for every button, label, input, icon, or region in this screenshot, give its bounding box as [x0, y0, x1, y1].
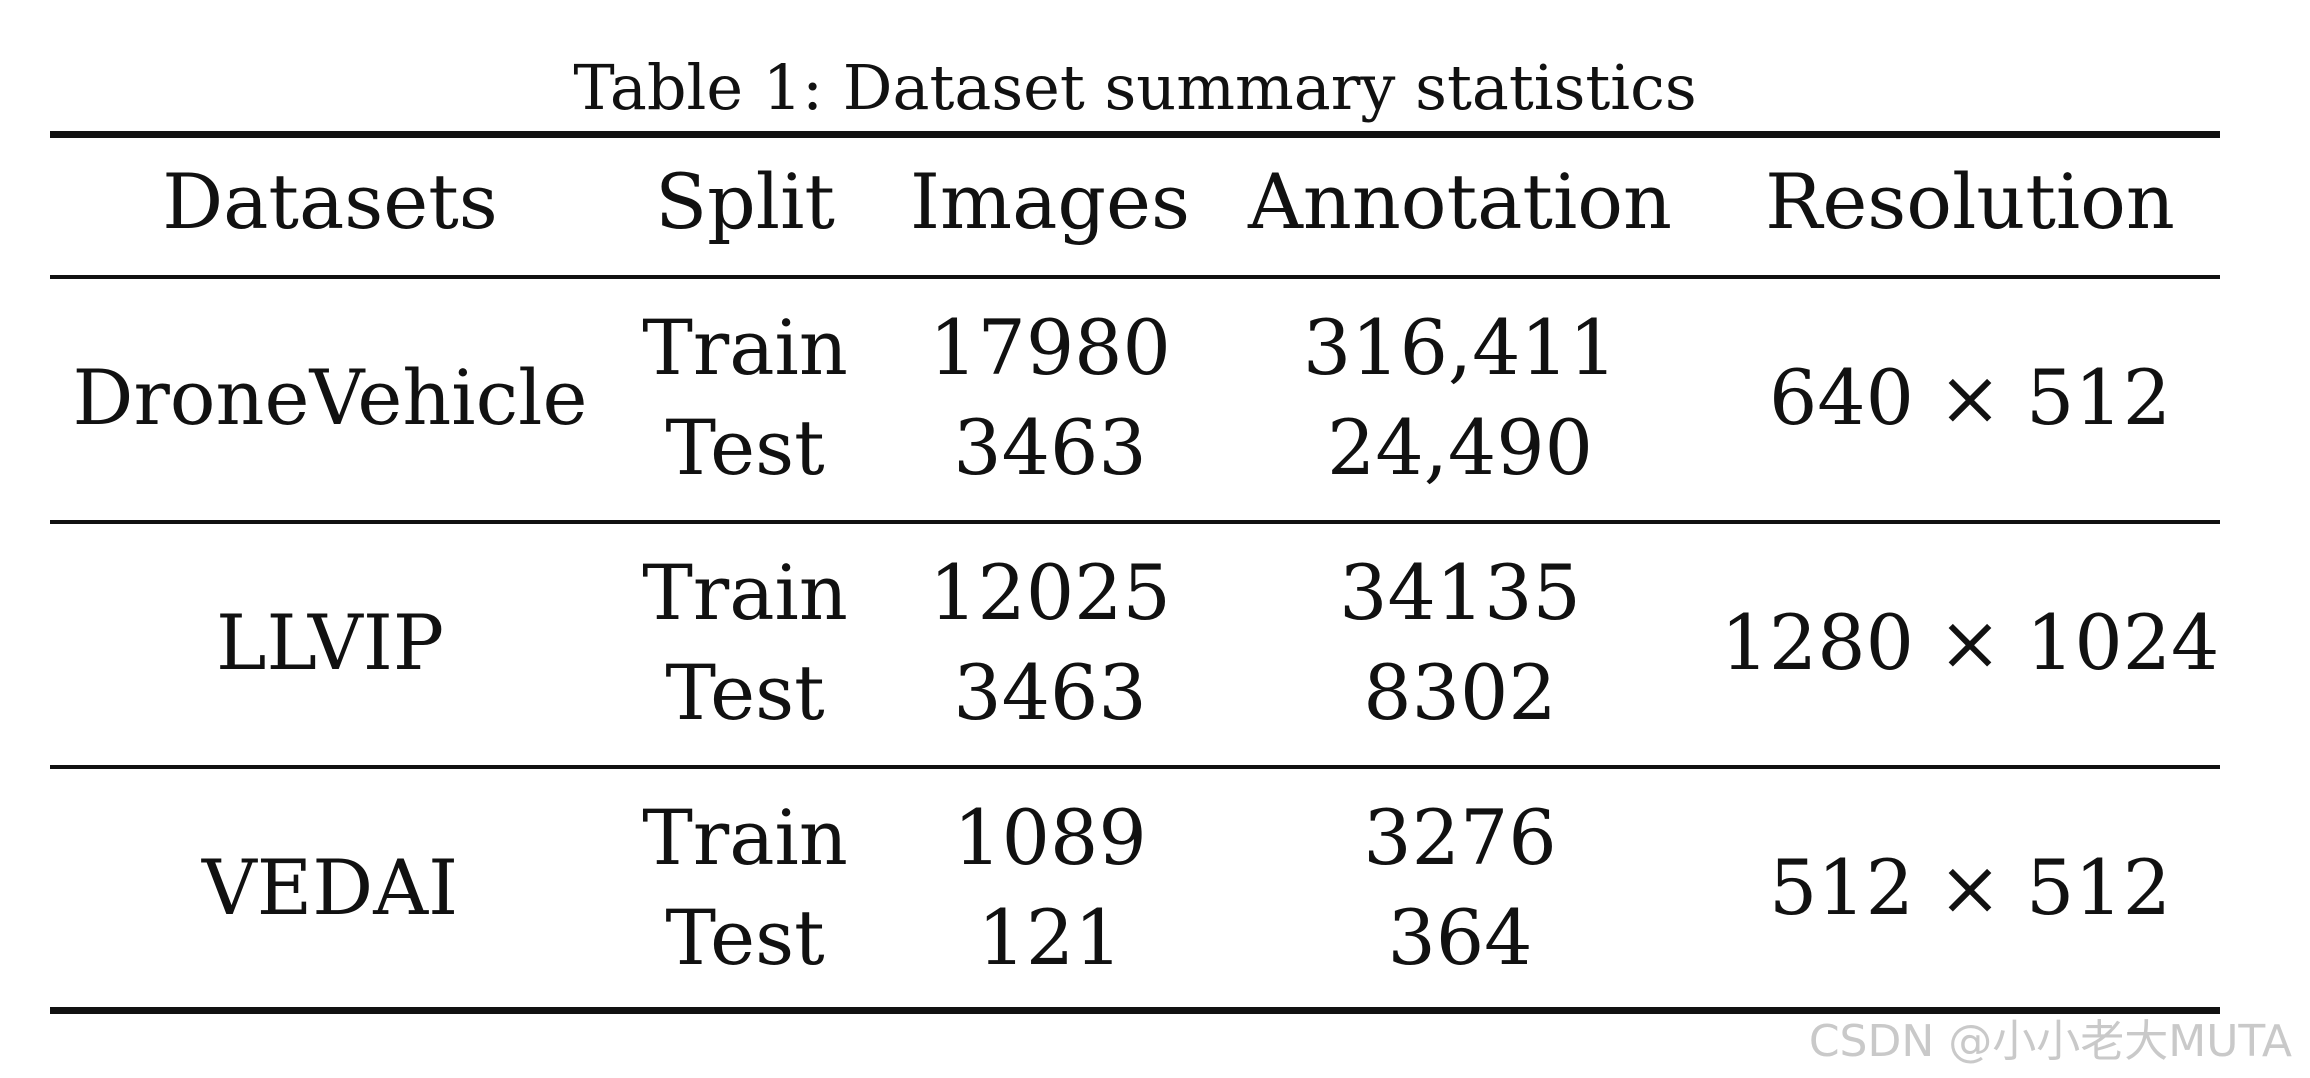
annotation-count: 8302	[1363, 648, 1557, 737]
group-rule	[50, 765, 2220, 769]
split-label: Test	[665, 648, 825, 737]
images-count: 3463	[953, 403, 1147, 492]
watermark: CSDN @小小老大MUTA	[1808, 1016, 2292, 1067]
split-label: Train	[642, 548, 848, 637]
images-count: 3463	[953, 648, 1147, 737]
resolution-value: 1280 × 1024	[1720, 598, 2220, 687]
top-rule	[50, 131, 2220, 138]
resolution-value: 512 × 512	[1768, 843, 2172, 932]
images-count: 12025	[929, 548, 1171, 637]
header-split: Split	[655, 157, 835, 246]
group-rule	[50, 520, 2220, 524]
annotation-count: 34135	[1339, 548, 1581, 637]
annotation-count: 3276	[1363, 793, 1557, 882]
table-caption: Table 1: Dataset summary statistics	[573, 51, 1697, 124]
annotation-count: 24,490	[1327, 403, 1593, 492]
annotation-count: 364	[1387, 893, 1533, 982]
split-label: Train	[642, 793, 848, 882]
annotation-count: 316,411	[1302, 303, 1618, 392]
dataset-name: DroneVehicle	[72, 353, 588, 442]
dataset-name: VEDAI	[201, 843, 459, 932]
images-count: 1089	[953, 793, 1147, 882]
resolution-value: 640 × 512	[1768, 353, 2172, 442]
images-count: 17980	[929, 303, 1171, 392]
images-count: 121	[977, 893, 1123, 982]
split-label: Train	[642, 303, 848, 392]
header-images: Images	[909, 157, 1191, 246]
split-label: Test	[665, 403, 825, 492]
header-datasets: Datasets	[162, 157, 498, 246]
split-label: Test	[665, 893, 825, 982]
dataset-name: LLVIP	[216, 598, 444, 687]
bottom-rule	[50, 1007, 2220, 1014]
header-annotation: Annotation	[1248, 157, 1672, 246]
header-resolution: Resolution	[1765, 157, 2175, 246]
header-rule	[50, 275, 2220, 279]
